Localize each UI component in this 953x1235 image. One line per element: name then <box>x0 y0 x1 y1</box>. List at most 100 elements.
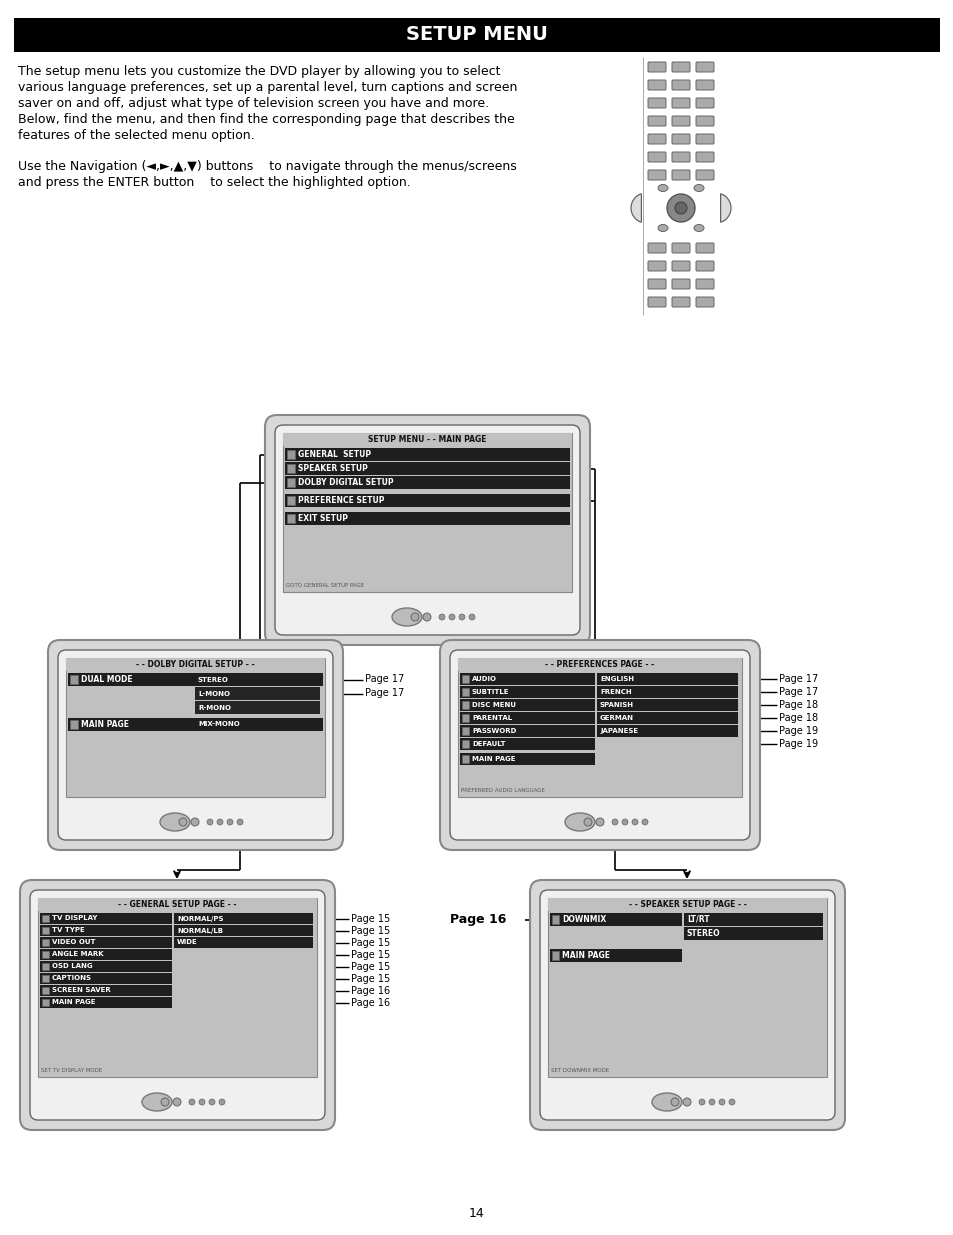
Text: ANGLE MARK: ANGLE MARK <box>52 951 104 957</box>
Bar <box>14 19 939 52</box>
FancyBboxPatch shape <box>671 80 689 90</box>
Text: Page 19: Page 19 <box>779 726 818 736</box>
Bar <box>461 676 469 683</box>
Text: Page 15: Page 15 <box>351 962 390 972</box>
Ellipse shape <box>658 184 667 191</box>
Bar <box>68 718 323 731</box>
Bar <box>40 986 172 995</box>
FancyBboxPatch shape <box>58 650 333 840</box>
Text: DUAL MODE: DUAL MODE <box>81 676 132 684</box>
Text: PREFERRED AUDIO LANGUAGE: PREFERRED AUDIO LANGUAGE <box>460 788 544 793</box>
Text: ENGLISH: ENGLISH <box>599 676 634 682</box>
Text: various language preferences, set up a parental level, turn captions and screen: various language preferences, set up a p… <box>18 82 517 94</box>
Bar <box>283 433 572 592</box>
Bar <box>42 927 49 934</box>
FancyBboxPatch shape <box>671 261 689 270</box>
Bar <box>552 915 558 924</box>
Circle shape <box>191 818 199 826</box>
Text: SETUP MENU: SETUP MENU <box>406 26 547 44</box>
FancyBboxPatch shape <box>647 62 665 72</box>
FancyBboxPatch shape <box>439 640 760 850</box>
FancyBboxPatch shape <box>274 425 579 635</box>
Bar <box>461 701 469 709</box>
Bar <box>597 685 738 698</box>
FancyBboxPatch shape <box>647 296 665 308</box>
FancyBboxPatch shape <box>647 279 665 289</box>
FancyBboxPatch shape <box>696 116 713 126</box>
Text: 14: 14 <box>469 1207 484 1220</box>
Circle shape <box>631 819 638 825</box>
Circle shape <box>438 614 444 620</box>
Circle shape <box>612 819 618 825</box>
Circle shape <box>699 1099 704 1105</box>
Text: LT/RT: LT/RT <box>686 915 709 924</box>
Text: MAIN PAGE: MAIN PAGE <box>472 756 515 762</box>
Bar <box>461 688 469 697</box>
Bar <box>287 496 294 505</box>
Text: JAPANESE: JAPANESE <box>599 727 638 734</box>
Text: STEREO: STEREO <box>686 929 720 939</box>
Bar <box>461 727 469 735</box>
Ellipse shape <box>392 608 421 626</box>
Bar <box>194 701 319 714</box>
Text: PASSWORD: PASSWORD <box>472 727 516 734</box>
FancyBboxPatch shape <box>647 80 665 90</box>
Circle shape <box>583 818 592 826</box>
Bar <box>42 963 49 969</box>
Text: Page 15: Page 15 <box>351 937 390 947</box>
FancyBboxPatch shape <box>671 279 689 289</box>
Text: Below, find the menu, and then find the corresponding page that describes the: Below, find the menu, and then find the … <box>18 112 515 126</box>
Text: DOLBY DIGITAL SETUP: DOLBY DIGITAL SETUP <box>297 478 394 487</box>
FancyBboxPatch shape <box>647 98 665 107</box>
Circle shape <box>422 613 431 621</box>
FancyBboxPatch shape <box>48 640 343 850</box>
Circle shape <box>728 1099 734 1105</box>
Text: Page 17: Page 17 <box>779 674 818 684</box>
Circle shape <box>449 614 455 620</box>
Bar <box>459 753 595 764</box>
Ellipse shape <box>658 225 667 231</box>
Bar <box>461 740 469 748</box>
Circle shape <box>207 819 213 825</box>
Bar <box>597 699 738 711</box>
Bar <box>40 973 172 984</box>
Text: DOWNMIX: DOWNMIX <box>561 915 605 924</box>
Bar <box>285 494 569 508</box>
Circle shape <box>621 819 627 825</box>
Bar <box>66 658 325 671</box>
FancyBboxPatch shape <box>265 415 589 645</box>
FancyBboxPatch shape <box>696 296 713 308</box>
Text: NORMAL/PS: NORMAL/PS <box>177 915 223 921</box>
Text: Page 15: Page 15 <box>351 925 390 935</box>
FancyBboxPatch shape <box>671 296 689 308</box>
FancyBboxPatch shape <box>647 261 665 270</box>
Text: DEFAULT: DEFAULT <box>472 741 505 747</box>
Bar <box>683 913 822 926</box>
Text: TV DISPLAY: TV DISPLAY <box>52 915 97 921</box>
Circle shape <box>236 819 243 825</box>
Circle shape <box>682 1098 690 1107</box>
Bar <box>597 673 738 685</box>
Ellipse shape <box>693 225 703 231</box>
Bar <box>457 658 741 671</box>
FancyBboxPatch shape <box>696 98 713 107</box>
Bar <box>459 739 595 750</box>
Bar <box>597 713 738 724</box>
Text: and press the ENTER button    to select the highlighted option.: and press the ENTER button to select the… <box>18 177 411 189</box>
Circle shape <box>719 1099 724 1105</box>
Bar <box>287 478 294 487</box>
Text: features of the selected menu option.: features of the selected menu option. <box>18 128 254 142</box>
Bar <box>283 433 572 446</box>
FancyBboxPatch shape <box>647 135 665 144</box>
Circle shape <box>469 614 475 620</box>
FancyBboxPatch shape <box>647 116 665 126</box>
Bar <box>173 937 313 948</box>
Circle shape <box>641 819 647 825</box>
Text: PARENTAL: PARENTAL <box>472 715 512 721</box>
Bar <box>459 713 595 724</box>
Bar <box>173 913 313 924</box>
Text: MAIN PAGE: MAIN PAGE <box>52 999 95 1005</box>
Bar <box>40 997 172 1008</box>
FancyBboxPatch shape <box>696 261 713 270</box>
FancyBboxPatch shape <box>696 152 713 162</box>
